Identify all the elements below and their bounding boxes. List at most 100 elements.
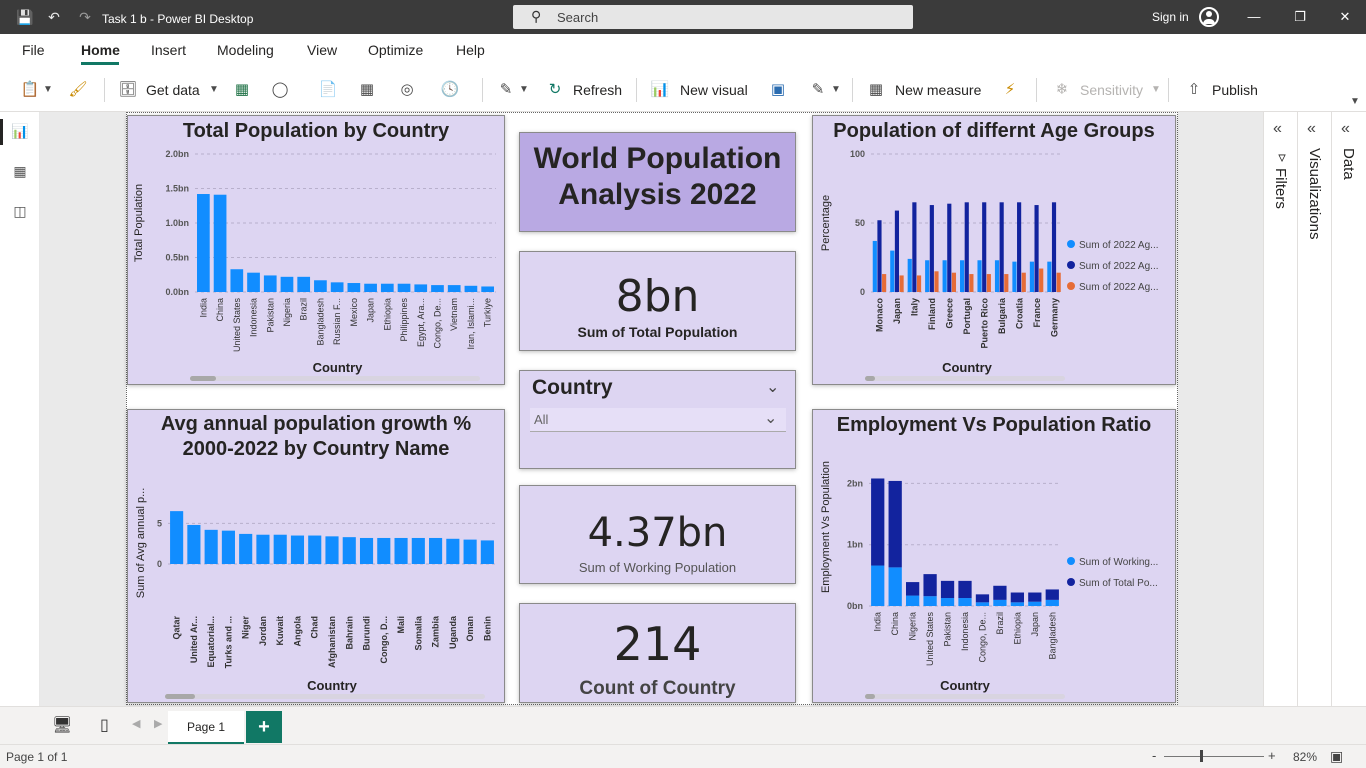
x-tick-label: Iran, Islami... bbox=[466, 298, 476, 350]
zoom-slider[interactable] bbox=[1164, 756, 1264, 757]
format-painter-icon[interactable]: 🖌 bbox=[68, 81, 88, 98]
slicer-dropdown[interactable]: All ⌄ bbox=[530, 408, 786, 432]
status-bar: Page 1 of 1 - + 82% ▣ bbox=[0, 744, 1366, 768]
bar bbox=[273, 534, 287, 564]
x-tick-label: India bbox=[873, 612, 883, 632]
publish-button[interactable]: Publish bbox=[1212, 82, 1258, 98]
bar bbox=[986, 274, 991, 292]
visual-population-growth[interactable]: Avg annual population growth % 2000-2022… bbox=[127, 409, 505, 703]
y-tick-label: 0 bbox=[157, 559, 162, 569]
get-data-button[interactable]: Get data bbox=[146, 82, 200, 98]
bar bbox=[958, 580, 972, 599]
country-slicer[interactable]: Country ⌄ All ⌄ bbox=[519, 370, 796, 469]
chevron-down-icon[interactable]: ▼ bbox=[519, 84, 529, 95]
new-visual-button[interactable]: New visual bbox=[680, 82, 748, 98]
redo-icon[interactable]: ↷ bbox=[79, 9, 91, 25]
bar bbox=[204, 529, 218, 564]
collapse-ribbon-icon[interactable]: ▼ bbox=[1350, 96, 1360, 107]
paste-icon[interactable]: 📋 bbox=[20, 81, 40, 98]
bar bbox=[969, 274, 974, 292]
report-view-icon[interactable]: 📊 bbox=[11, 123, 29, 139]
visualizations-pane-label: Visualizations bbox=[1306, 148, 1323, 240]
add-page-button[interactable]: + bbox=[246, 711, 282, 743]
chart-title: Avg annual population growth % 2000-2022… bbox=[160, 413, 472, 460]
dataverse-icon[interactable]: ◎ bbox=[400, 81, 414, 98]
menu-help[interactable]: Help bbox=[456, 42, 485, 58]
legend-label: Sum of Working... bbox=[1079, 557, 1158, 568]
sql-icon[interactable]: 📄 bbox=[318, 81, 338, 98]
legend-marker bbox=[1067, 557, 1075, 565]
card-label: Sum of Working Population bbox=[578, 560, 737, 575]
sensitivity-button[interactable]: Sensitivity bbox=[1080, 82, 1144, 98]
legend-label: Sum of 2022 Ag... bbox=[1079, 240, 1159, 251]
table-view-icon[interactable]: ▦ bbox=[13, 163, 27, 179]
chevron-down-icon[interactable]: ▼ bbox=[831, 84, 841, 95]
excel-icon[interactable]: ▦ bbox=[234, 81, 250, 98]
avatar-icon[interactable] bbox=[1199, 7, 1219, 27]
visual-employment-ratio[interactable]: Employment Vs Population Ratio 0bn 1bn 2bn… bbox=[812, 409, 1176, 703]
zoom-in-icon[interactable]: + bbox=[1268, 748, 1276, 763]
sign-in-link[interactable]: Sign in bbox=[1152, 10, 1189, 24]
menu-view[interactable]: View bbox=[307, 42, 338, 58]
transform-data-icon[interactable]: ✎ bbox=[499, 81, 513, 98]
zoom-out-icon[interactable]: - bbox=[1152, 748, 1157, 763]
model-view-icon[interactable]: ◫ bbox=[13, 203, 27, 219]
bar bbox=[447, 285, 461, 292]
menu-optimize[interactable]: Optimize bbox=[368, 42, 424, 58]
zoom-slider-handle[interactable] bbox=[1200, 750, 1203, 762]
visualizations-pane[interactable]: « Visualizations bbox=[1297, 112, 1331, 706]
visual-population-by-country[interactable]: Total Population by Country 0.0bn 0.5bn 1.… bbox=[127, 115, 505, 385]
visual-age-groups[interactable]: Population of differnt Age Groups 0 50 100… bbox=[812, 115, 1176, 385]
fit-to-page-icon[interactable]: ▣ bbox=[1330, 748, 1344, 764]
close-icon[interactable]: ✕ bbox=[1339, 9, 1351, 24]
expand-pane-icon[interactable]: « bbox=[1273, 120, 1282, 137]
chevron-down-icon[interactable]: ▼ bbox=[209, 84, 219, 95]
chevron-down-icon[interactable]: ▼ bbox=[1151, 84, 1161, 95]
menu-modeling[interactable]: Modeling bbox=[217, 42, 274, 58]
expand-pane-icon[interactable]: « bbox=[1307, 120, 1316, 137]
menu-home[interactable]: Home bbox=[81, 42, 120, 58]
more-visuals-icon[interactable]: ✎ bbox=[811, 81, 825, 98]
title-bar: 💾 ↶ ↷ Task 1 b - Power BI Desktop ⚲ Sear… bbox=[0, 0, 1366, 34]
menu-file[interactable]: File bbox=[22, 42, 45, 58]
bar bbox=[463, 539, 477, 564]
y-tick-label: 100 bbox=[850, 149, 865, 159]
slicer-title: Country bbox=[532, 376, 613, 399]
bar bbox=[481, 286, 494, 292]
scrollbar-track bbox=[190, 376, 480, 381]
bar bbox=[394, 537, 408, 564]
refresh-button[interactable]: Refresh bbox=[573, 82, 623, 98]
chevron-down-icon[interactable]: ⌄ bbox=[766, 379, 780, 396]
filters-pane[interactable]: « ▿ Filters bbox=[1263, 112, 1297, 706]
desktop-layout-icon[interactable]: 🖥 bbox=[52, 717, 73, 734]
expand-pane-icon[interactable]: « bbox=[1341, 120, 1350, 137]
tab-page-1[interactable]: Page 1 bbox=[168, 711, 244, 745]
chevron-right-icon[interactable]: ▶ bbox=[154, 718, 163, 730]
chevron-left-icon[interactable]: ◀ bbox=[132, 718, 141, 730]
card-value: 214 bbox=[613, 617, 702, 671]
new-measure-button[interactable]: New measure bbox=[895, 82, 982, 98]
undo-icon[interactable]: ↶ bbox=[48, 9, 60, 25]
publish-icon: ⇧ bbox=[1187, 81, 1201, 98]
search-input[interactable]: ⚲ Search bbox=[513, 5, 913, 29]
x-tick-label: Qatar bbox=[172, 616, 182, 640]
save-icon[interactable]: 💾 bbox=[16, 9, 34, 25]
enter-data-icon[interactable]: ▦ bbox=[359, 81, 375, 98]
restore-icon[interactable]: ❐ bbox=[1294, 9, 1306, 24]
data-pane[interactable]: « Data bbox=[1331, 112, 1366, 706]
chart-title: Employment Vs Population Ratio bbox=[836, 414, 1152, 436]
page-tab-bar: 🖥 ▯ ◀ ▶ Page 1 + bbox=[0, 706, 1366, 745]
bar bbox=[899, 275, 904, 292]
text-box-icon[interactable]: ▣ bbox=[770, 81, 786, 98]
recent-sources-icon[interactable]: 🕓 bbox=[440, 81, 460, 98]
quick-measure-icon[interactable]: ⚡ bbox=[1004, 81, 1016, 98]
mobile-layout-icon[interactable]: ▯ bbox=[100, 717, 109, 734]
card-total-population[interactable]: 8bn Sum of Total Population bbox=[519, 251, 796, 351]
card-count-of-country[interactable]: 214 Count of Country bbox=[519, 603, 796, 703]
minimize-icon[interactable]: — bbox=[1247, 9, 1261, 24]
chevron-down-icon[interactable]: ⌄ bbox=[764, 410, 778, 427]
onelake-icon[interactable]: ◯ bbox=[271, 81, 289, 98]
menu-insert[interactable]: Insert bbox=[151, 42, 187, 58]
card-working-population[interactable]: 4.37bn Sum of Working Population bbox=[519, 485, 796, 584]
chevron-down-icon[interactable]: ▼ bbox=[43, 84, 53, 95]
